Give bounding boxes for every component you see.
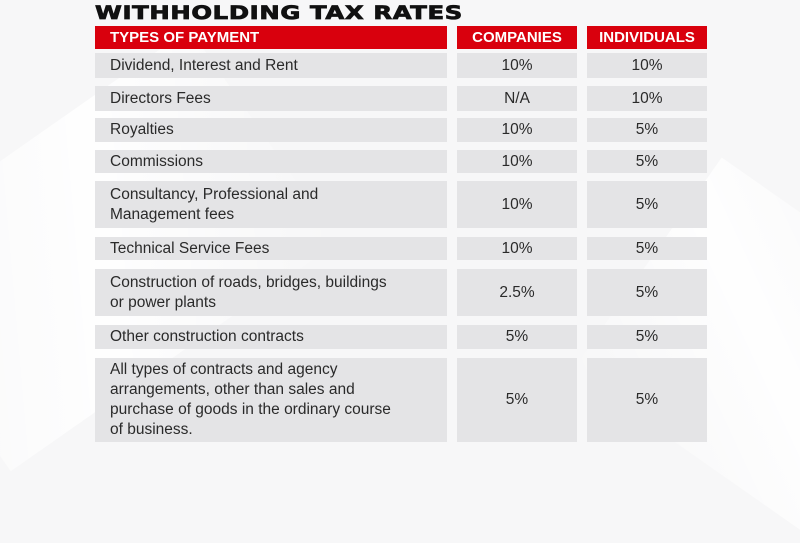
- companies-rate: 10%: [457, 237, 577, 260]
- companies-rate: 10%: [457, 118, 577, 142]
- individuals-rate: 5%: [587, 237, 707, 260]
- individuals-rate: 5%: [587, 269, 707, 316]
- companies-rate: 2.5%: [457, 269, 577, 316]
- header-companies: COMPANIES: [457, 26, 577, 49]
- payment-type-label: Dividend, Interest and Rent: [110, 56, 298, 74]
- payment-type-label: Directors Fees: [110, 89, 211, 107]
- table-row-type: Directors Fees: [95, 86, 447, 111]
- table-row-type: Dividend, Interest and Rent: [95, 53, 447, 78]
- header-types-of-payment: TYPES OF PAYMENT: [95, 26, 447, 49]
- individuals-rate: 5%: [587, 325, 707, 349]
- companies-rate: 5%: [457, 358, 577, 442]
- table-row-type: Construction of roads, bridges, building…: [95, 269, 447, 316]
- table-row-type: Consultancy, Professional and Management…: [95, 181, 447, 228]
- header-individuals: INDIVIDUALS: [587, 26, 707, 49]
- table-row-type: Royalties: [95, 118, 447, 142]
- payment-type-label: Construction of roads, bridges, building…: [110, 273, 387, 311]
- payment-type-label: Commissions: [110, 152, 204, 170]
- payment-type-label: Other construction contracts: [110, 328, 304, 345]
- companies-rate: 5%: [457, 325, 577, 349]
- table-row-type: Other construction contracts: [95, 325, 447, 349]
- individuals-rate: 10%: [587, 53, 707, 78]
- individuals-rate: 10%: [587, 86, 707, 111]
- payment-type-label: Consultancy, Professional and Management…: [110, 185, 319, 223]
- table-row-type: All types of contracts and agency arrang…: [95, 358, 447, 442]
- companies-rate: 10%: [457, 181, 577, 228]
- page-title: WITHHOLDING TAX RATES: [94, 2, 463, 25]
- companies-rate: 10%: [457, 53, 577, 78]
- individuals-rate: 5%: [587, 118, 707, 142]
- payment-type-label: Royalties: [110, 121, 174, 138]
- individuals-rate: 5%: [587, 150, 707, 173]
- individuals-rate: 5%: [587, 181, 707, 228]
- payment-type-label: All types of contracts and agency arrang…: [110, 361, 391, 438]
- companies-rate: N/A: [457, 86, 577, 111]
- companies-rate: 10%: [457, 150, 577, 173]
- individuals-rate: 5%: [587, 358, 707, 442]
- table-row-type: Technical Service Fees: [95, 237, 447, 260]
- table-row-type: Commissions: [95, 150, 447, 173]
- payment-type-label: Technical Service Fees: [110, 239, 270, 257]
